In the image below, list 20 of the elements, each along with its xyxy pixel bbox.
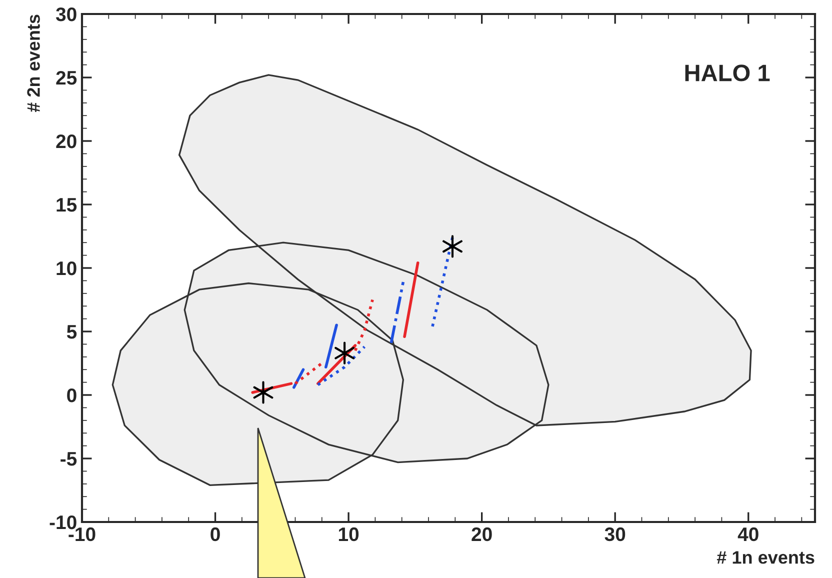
point [442,235,462,258]
x-tick-label: 20 [472,527,492,542]
point [253,381,274,404]
x-tick-label: 30 [604,527,626,542]
y-tick-label: 10 [56,261,76,276]
y-tick-label: -5 [60,452,77,466]
point [334,342,355,364]
y-tick-label: 25 [56,70,77,85]
y-tick-label: 0 [67,388,76,402]
y-tick-label: 15 [56,198,77,212]
y-tick-label: 20 [56,134,76,148]
x-tick-label: 0 [210,527,220,542]
y-axis-title: # 2n events [27,14,40,112]
y-tick-label: -10 [50,515,76,530]
x-tick-label: 10 [338,527,359,542]
y-tick-label: 30 [56,7,76,22]
x-axis-title: # 1n events [716,551,814,564]
x-tick-label: 40 [738,527,758,542]
annotation: HALO 1 [685,64,770,82]
y-tick-label: 5 [66,325,77,339]
